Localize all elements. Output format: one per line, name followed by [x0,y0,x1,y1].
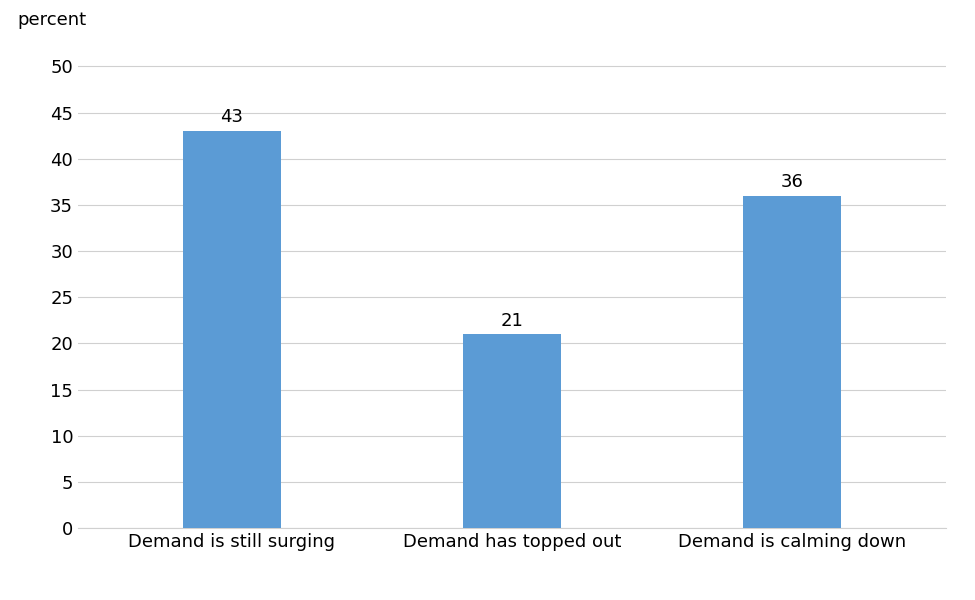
Text: percent: percent [18,11,87,29]
Bar [183,131,281,528]
Text: 21: 21 [500,311,524,329]
Bar [743,196,840,528]
Text: 43: 43 [220,109,244,127]
Bar [463,334,561,528]
Text: 36: 36 [780,173,803,191]
